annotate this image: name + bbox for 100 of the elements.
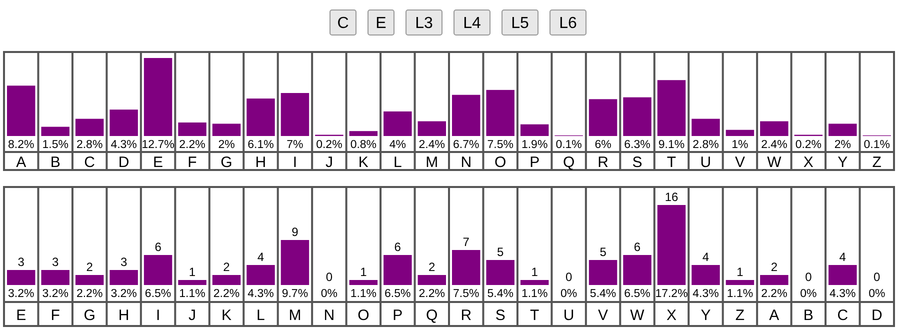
text: 1.1% — [179, 288, 206, 300]
x-tick-label: R — [460, 307, 472, 324]
data-label: 3 — [52, 255, 59, 269]
x-tick-label: Q — [426, 307, 438, 324]
x-tick-label: S — [632, 154, 642, 171]
x-tick-label: N — [324, 307, 335, 324]
bar — [144, 255, 172, 285]
x-tick-label: K — [221, 307, 232, 324]
text: 2.2% — [76, 288, 103, 300]
bar — [760, 275, 788, 285]
x-tick-label: U — [700, 154, 712, 171]
bar — [828, 265, 857, 285]
text: 4.3% — [692, 288, 719, 300]
data-label: 6.3% — [624, 139, 650, 151]
bar — [280, 240, 310, 285]
data-label: 1 — [360, 265, 368, 279]
data-label: 2 — [223, 260, 230, 274]
text: 9.7% — [282, 288, 308, 300]
data-label: 3 — [18, 255, 25, 269]
bar — [588, 99, 618, 136]
button[interactable]: L4 — [454, 10, 490, 36]
x-tick-label: L — [393, 154, 402, 171]
button[interactable]: E — [368, 10, 394, 36]
data-label: 6 — [634, 240, 641, 254]
text: 6.5% — [624, 288, 650, 300]
bar — [75, 275, 104, 285]
x-tick-label: R — [598, 154, 609, 171]
bar — [384, 111, 412, 136]
data-label: 2 — [86, 260, 94, 274]
x-tick-label: C — [84, 154, 96, 171]
bar — [110, 270, 138, 285]
x-tick-label: U — [563, 307, 574, 324]
x-tick-label: X — [803, 154, 814, 171]
x-tick-label: V — [734, 154, 745, 171]
data-label: 1 — [736, 265, 744, 279]
button[interactable]: L5 — [502, 10, 538, 36]
x-tick-label: B — [803, 307, 814, 324]
bar — [144, 58, 172, 136]
x-tick-label: S — [495, 307, 506, 324]
data-label: 0.2% — [316, 139, 342, 151]
x-tick-label: Y — [838, 154, 848, 171]
bar — [212, 275, 241, 285]
x-tick-label: N — [460, 154, 472, 171]
bar — [7, 86, 36, 136]
data-label: 16 — [664, 190, 678, 204]
bar — [657, 205, 686, 285]
bar — [110, 110, 138, 136]
x-tick-label: P — [530, 154, 540, 171]
x-tick-label: K — [358, 154, 368, 171]
data-label: 2.8% — [76, 139, 103, 151]
data-label: 4% — [389, 139, 406, 151]
data-label: 0.1% — [864, 139, 890, 151]
data-label: 7.5% — [487, 139, 514, 151]
data-label: 2 — [428, 260, 436, 274]
bar — [726, 130, 754, 136]
text: 0% — [868, 288, 886, 300]
data-label: 0.1% — [556, 139, 582, 151]
text: 3.2% — [110, 288, 137, 300]
bar — [657, 80, 686, 136]
x-tick-label: V — [598, 307, 608, 324]
text: 3.2% — [42, 288, 68, 300]
data-label: 9.1% — [658, 139, 685, 151]
x-tick-label: Z — [735, 307, 745, 324]
text: 1.1% — [726, 288, 754, 300]
data-label: 2.2% — [179, 139, 206, 151]
bar — [384, 255, 412, 285]
x-tick-label: W — [767, 154, 782, 171]
data-label: 6.7% — [453, 139, 480, 151]
x-tick-label: Q — [562, 154, 575, 171]
x-tick-label: O — [358, 307, 370, 324]
button[interactable]: L3 — [406, 10, 442, 36]
bar — [692, 265, 720, 285]
x-tick-label: M — [288, 307, 302, 324]
x-tick-label: A — [769, 307, 780, 324]
bar — [349, 131, 378, 136]
bar — [726, 280, 754, 285]
data-label: 4.3% — [110, 139, 137, 151]
x-tick-label: B — [50, 154, 60, 171]
x-tick-label: W — [630, 307, 646, 324]
data-label: 0 — [565, 270, 572, 284]
text: 1.1% — [350, 288, 377, 300]
data-label: 0.2% — [795, 139, 822, 151]
button[interactable]: C — [330, 10, 356, 36]
button[interactable]: L6 — [550, 10, 586, 36]
data-label: 1.9% — [521, 139, 548, 151]
bar — [452, 94, 480, 136]
data-label: 1 — [531, 265, 538, 279]
data-label: 6.1% — [248, 139, 274, 151]
bar — [418, 275, 446, 285]
text: 0% — [800, 288, 817, 300]
x-tick-label: L — [256, 307, 265, 324]
x-tick-label: E — [16, 307, 26, 324]
data-label: 2.4% — [418, 139, 445, 151]
x-tick-label: G — [220, 154, 232, 171]
data-label: 4 — [257, 250, 264, 264]
data-label: 2% — [834, 139, 851, 151]
text: 0% — [560, 288, 578, 300]
data-label: 12.7% — [142, 139, 174, 151]
x-tick-label: J — [188, 307, 196, 324]
data-label: 0 — [874, 270, 881, 284]
